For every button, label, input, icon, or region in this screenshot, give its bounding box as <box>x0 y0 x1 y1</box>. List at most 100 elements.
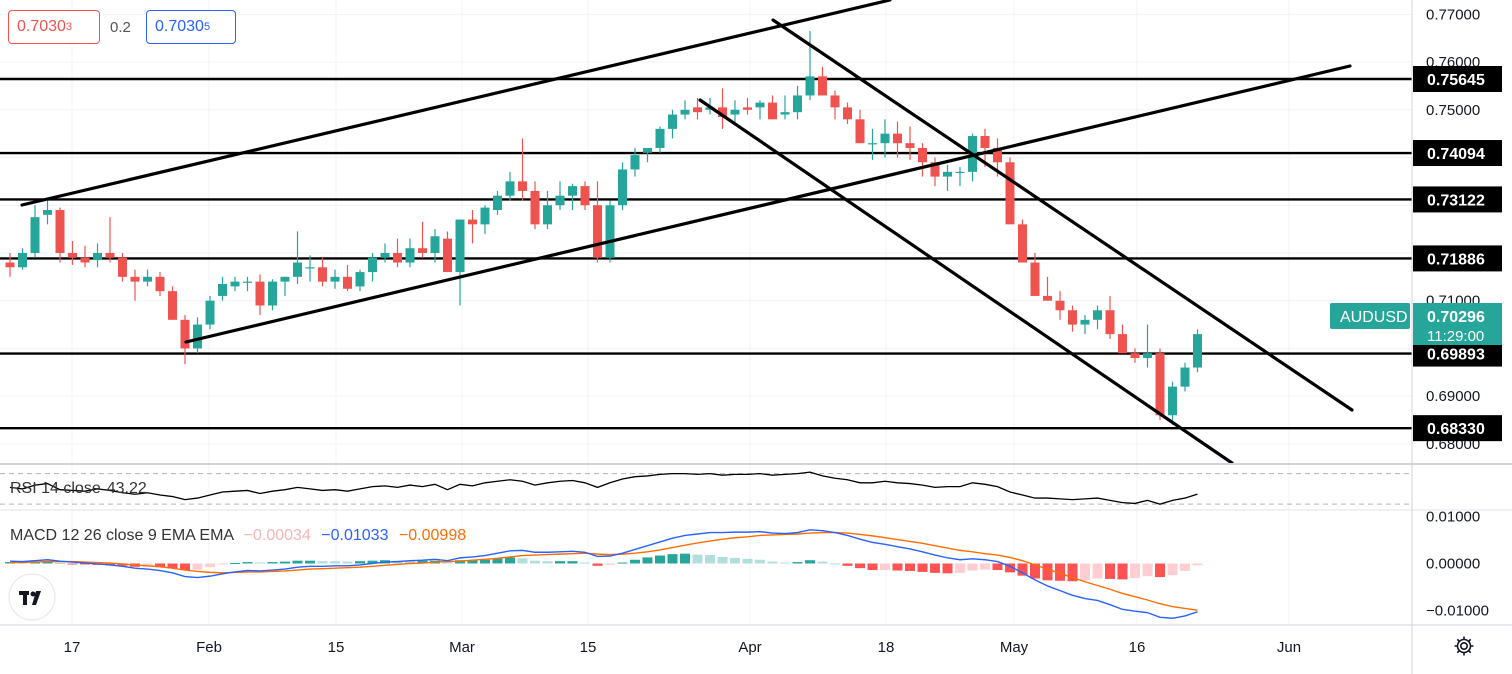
macd-histogram-bar <box>980 563 990 570</box>
candle-up <box>480 205 490 234</box>
macd-histogram-bar <box>492 558 503 564</box>
candle-body <box>830 95 840 108</box>
candle-down <box>905 126 915 160</box>
candle-up <box>605 200 615 263</box>
macd-legend[interactable]: MACD 12 26 close 9 EMA EMA −0.00034 −0.0… <box>10 527 466 545</box>
gear-icon[interactable] <box>1452 634 1476 658</box>
candle-body <box>293 262 302 277</box>
candle-body <box>1130 353 1140 358</box>
macd-histogram-bar <box>805 560 815 564</box>
candle-down <box>718 88 727 129</box>
candle-up <box>680 100 690 120</box>
candle-body <box>380 252 390 258</box>
macd-histogram-bar <box>217 563 228 565</box>
time-axis-label: 15 <box>328 639 345 656</box>
candle-up <box>1143 324 1152 368</box>
candle-body <box>155 276 165 292</box>
time-axis: 17 Feb 15 Mar 15 Apr 18 May 16 Jun <box>64 639 1301 656</box>
candle-body <box>818 76 827 96</box>
time-axis-label: Mar <box>449 639 475 656</box>
candle-down <box>180 315 190 365</box>
candle-body <box>805 76 815 96</box>
level-price-tag: 0.68330 <box>1413 415 1502 442</box>
candle-up <box>543 190 552 230</box>
candle-up <box>218 276 227 301</box>
candle-body <box>355 272 365 287</box>
candle-body <box>1105 310 1115 335</box>
candle-body <box>330 276 340 282</box>
price-tick-label: 0.77000 <box>1426 6 1480 23</box>
level-price-label: 0.73122 <box>1427 192 1485 209</box>
symbol-tag-bg[interactable] <box>1330 303 1410 329</box>
macd-histogram-bar <box>517 558 528 564</box>
macd-histogram-bar <box>405 560 415 564</box>
candle-up <box>143 269 152 287</box>
macd-histogram-bar <box>692 554 703 564</box>
macd-histogram-bar <box>592 563 603 566</box>
candle-body <box>643 147 652 153</box>
macd-histogram-bar <box>930 563 940 573</box>
bid-price-box[interactable]: 0.7030 3 <box>8 10 100 44</box>
macd-histogram-bar <box>317 561 328 564</box>
candle-body <box>180 319 190 349</box>
candle-down <box>593 181 602 263</box>
candle-body <box>980 136 990 148</box>
macd-histogram-bar <box>717 556 728 564</box>
candle-down <box>1068 305 1077 332</box>
candle-down <box>1055 291 1065 320</box>
candle-up <box>330 269 340 289</box>
horizontal-levels <box>0 77 1412 430</box>
level-price-tag: 0.73122 <box>1413 186 1502 213</box>
time-axis-label: 16 <box>1129 639 1146 656</box>
candle-down <box>980 128 990 168</box>
current-price-bg <box>1413 303 1502 345</box>
macd-histogram-bar <box>480 559 490 564</box>
tradingview-logo[interactable] <box>8 573 56 621</box>
macd-histogram-bar <box>567 561 578 564</box>
candle-down <box>443 231 452 273</box>
candle-body <box>668 114 677 129</box>
candle-down <box>5 252 15 277</box>
rsi-legend[interactable]: RSI 14 close 43.22 <box>10 480 147 498</box>
bid-price: 0.7030 <box>17 18 66 35</box>
candle-up <box>505 171 515 201</box>
level-price-tag-bg <box>1413 140 1502 167</box>
macd-histogram-bar <box>180 563 190 571</box>
level-price-label: 0.74094 <box>1427 146 1485 163</box>
candle-body <box>493 195 502 211</box>
current-price-tag: AUDUSD 0.70296 11:29:00 <box>1330 303 1502 345</box>
candle-body <box>605 205 615 258</box>
candle-down <box>80 245 90 268</box>
candle-down <box>530 181 540 230</box>
candle-body <box>755 102 765 108</box>
candle-body <box>418 248 427 253</box>
macd-histogram-bar <box>705 555 715 564</box>
candle-up <box>655 126 665 153</box>
candle-body <box>580 186 590 206</box>
macd-histogram-bar <box>830 563 840 565</box>
level-price-label: 0.75645 <box>1427 72 1485 89</box>
candle-up <box>405 238 415 268</box>
pane-separator <box>0 463 1512 465</box>
rsi-value: 43.22 <box>106 480 147 497</box>
level-price-tag-bg <box>1413 415 1502 442</box>
macd-signal-value: −0.00998 <box>398 527 467 544</box>
candle-up <box>268 279 277 311</box>
macd-hist-value: −0.00034 <box>243 527 311 544</box>
macd-histogram-bar <box>630 559 640 564</box>
ask-price-box[interactable]: 0.7030 5 <box>146 10 236 44</box>
bid-price-pip: 3 <box>65 21 73 33</box>
macd-histogram-bar <box>655 555 665 564</box>
macd-histogram-bar <box>1042 563 1053 581</box>
macd-histogram-bar <box>942 563 953 574</box>
macd-histogram-bar <box>1130 563 1140 578</box>
candle-down <box>1118 324 1127 354</box>
candle-body <box>943 171 952 177</box>
candle-body <box>543 205 552 225</box>
candle-body <box>318 267 327 282</box>
macd-line <box>9 529 1198 619</box>
macd-histogram-bar <box>167 563 178 569</box>
candle-body <box>893 133 902 144</box>
candle-up <box>193 317 202 354</box>
